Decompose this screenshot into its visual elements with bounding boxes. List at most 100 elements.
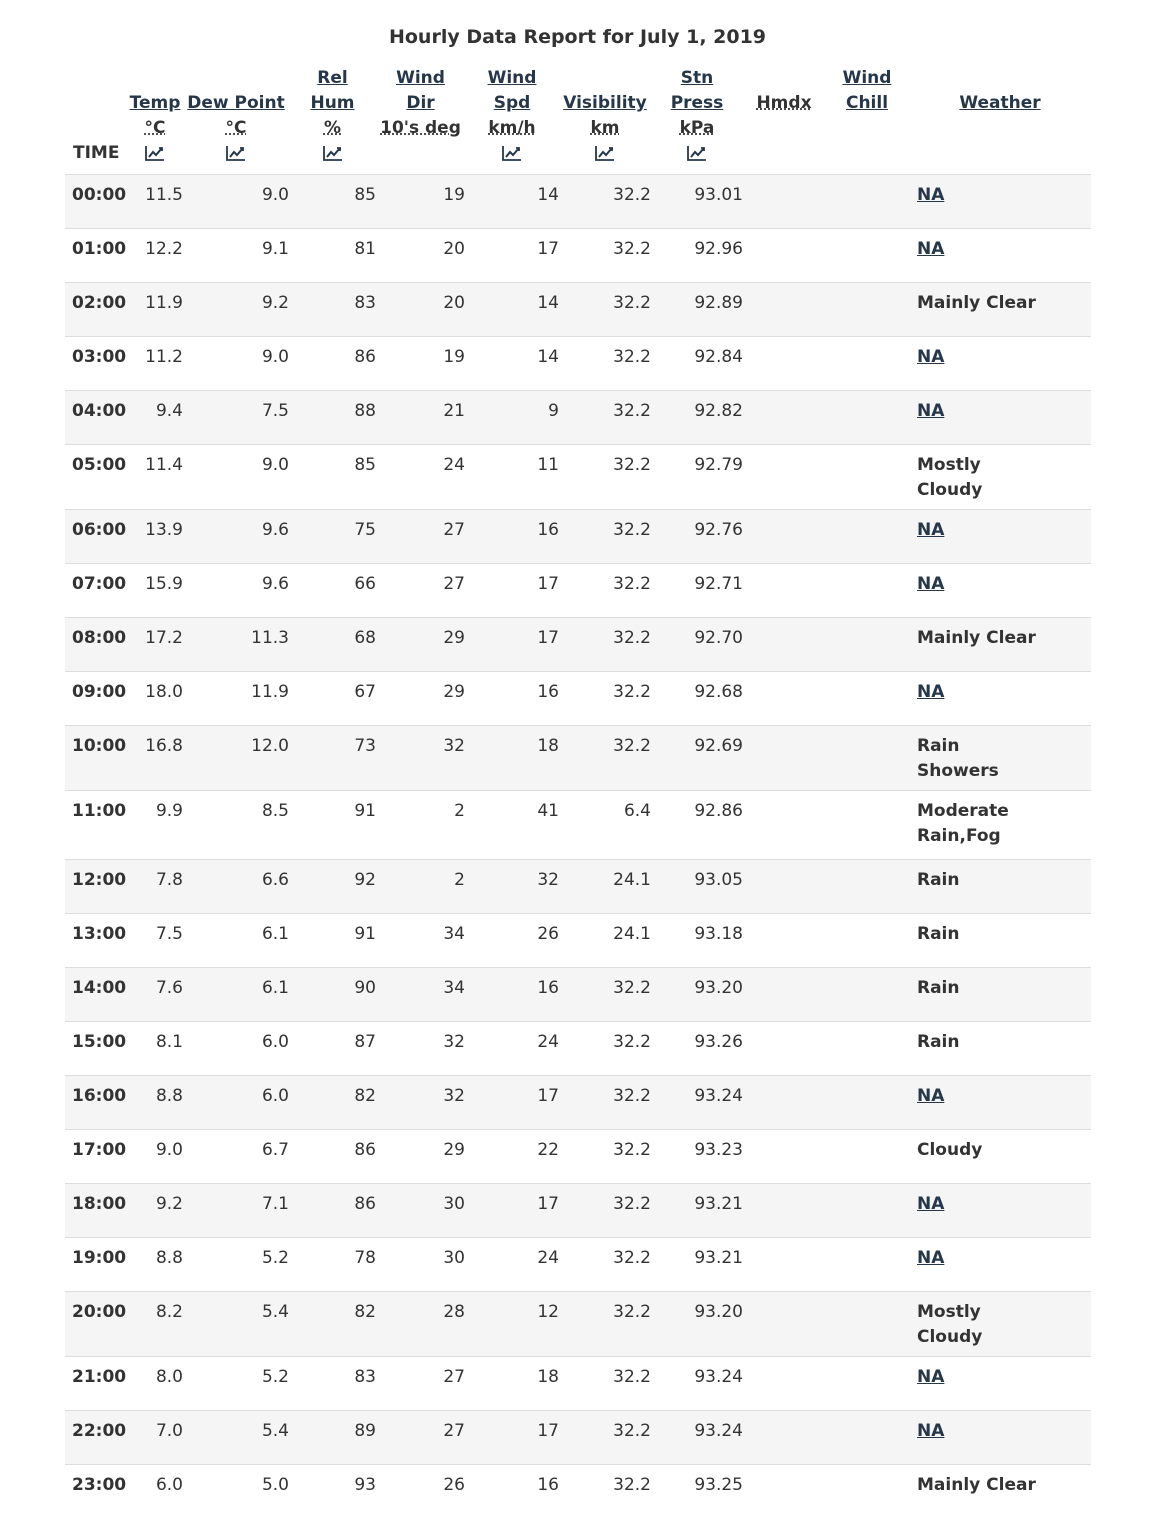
- wind-spd-cell: 14: [465, 283, 559, 337]
- visibility-header-link[interactable]: Visibility: [559, 91, 651, 116]
- dew-point-cell: 7.5: [183, 391, 289, 445]
- weather-na-link[interactable]: NA: [917, 347, 944, 367]
- rel-hum-cell: 92: [289, 860, 376, 914]
- rel-hum-cell: 73: [289, 726, 376, 791]
- wind-spd-header-link-1[interactable]: Wind: [465, 66, 559, 91]
- wind-spd-cell: 16: [465, 968, 559, 1022]
- col-header-wind-chill: Wind Chill: [825, 66, 909, 175]
- wind-dir-unit: 10's deg: [376, 116, 465, 141]
- wind-dir-cell: 29: [376, 672, 465, 726]
- hmdx-cell: [743, 1022, 825, 1076]
- hmdx-cell: [743, 283, 825, 337]
- weather-na-link[interactable]: NA: [917, 1367, 944, 1387]
- weather-cell: NA: [909, 1411, 1091, 1465]
- table-header-row: TIME Temp °C Dew Point °C Rel Hum %: [65, 66, 1091, 175]
- weather-cell: NA: [909, 1357, 1091, 1411]
- wind-chill-cell: [825, 1465, 909, 1518]
- weather-na-link[interactable]: NA: [917, 401, 944, 421]
- weather-text: Rain Showers: [917, 734, 1047, 784]
- stn-press-cell: 92.70: [651, 618, 743, 672]
- dew-point-cell: 9.6: [183, 564, 289, 618]
- hmdx-cell: [743, 791, 825, 860]
- stn-press-header-link-2[interactable]: Press: [651, 91, 743, 116]
- stn-press-cell: 93.20: [651, 968, 743, 1022]
- hmdx-cell: [743, 1130, 825, 1184]
- hmdx-cell: [743, 1411, 825, 1465]
- weather-cell: Moderate Rain,Fog: [909, 791, 1091, 860]
- dew-point-cell: 6.0: [183, 1076, 289, 1130]
- visibility-cell: 32.2: [559, 1076, 651, 1130]
- temp-cell: 9.2: [127, 1184, 183, 1238]
- wind-dir-header-link-2[interactable]: Dir: [376, 91, 465, 116]
- dew-point-cell: 6.1: [183, 968, 289, 1022]
- table-row: 00:0011.59.085191432.293.01NA: [65, 175, 1091, 229]
- wind-chill-header-link-1[interactable]: Wind: [825, 66, 909, 91]
- temp-cell: 7.6: [127, 968, 183, 1022]
- weather-cell: NA: [909, 1076, 1091, 1130]
- temp-header-link[interactable]: Temp: [127, 91, 183, 116]
- rel-hum-line-chart-icon[interactable]: [289, 141, 376, 166]
- weather-na-link[interactable]: NA: [917, 1086, 944, 1106]
- weather-na-link[interactable]: NA: [917, 1421, 944, 1441]
- weather-cell: Mainly Clear: [909, 283, 1091, 337]
- rel-hum-cell: 88: [289, 391, 376, 445]
- time-cell: 23:00: [65, 1465, 127, 1518]
- stn-press-header-link-1[interactable]: Stn: [651, 66, 743, 91]
- wind-spd-cell: 14: [465, 175, 559, 229]
- visibility-cell: 32.2: [559, 229, 651, 283]
- temp-cell: 8.8: [127, 1238, 183, 1292]
- weather-na-link[interactable]: NA: [917, 574, 944, 594]
- wind-chill-header-link-2[interactable]: Chill: [825, 91, 909, 116]
- stn-press-line-chart-icon[interactable]: [651, 141, 743, 166]
- wind-dir-icon-spacer: [376, 141, 465, 166]
- visibility-cell: 32.2: [559, 564, 651, 618]
- table-row: 04:009.47.58821932.292.82NA: [65, 391, 1091, 445]
- weather-na-link[interactable]: NA: [917, 185, 944, 205]
- wind-spd-line-chart-icon[interactable]: [465, 141, 559, 166]
- weather-na-link[interactable]: NA: [917, 1248, 944, 1268]
- wind-chill-cell: [825, 1022, 909, 1076]
- dew-point-line-chart-icon[interactable]: [183, 141, 289, 166]
- wind-dir-cell: 32: [376, 1022, 465, 1076]
- visibility-line-chart-icon[interactable]: [559, 141, 651, 166]
- weather-na-link[interactable]: NA: [917, 520, 944, 540]
- weather-na-link[interactable]: NA: [917, 239, 944, 259]
- dew-point-header-link[interactable]: Dew Point: [183, 91, 289, 116]
- hmdx-cell: [743, 968, 825, 1022]
- wind-spd-unit: km/h: [465, 116, 559, 141]
- dew-point-cell: 9.1: [183, 229, 289, 283]
- dew-point-cell: 6.7: [183, 1130, 289, 1184]
- stn-press-cell: 93.24: [651, 1076, 743, 1130]
- time-cell: 10:00: [65, 726, 127, 791]
- time-cell: 01:00: [65, 229, 127, 283]
- weather-na-link[interactable]: NA: [917, 1194, 944, 1214]
- visibility-cell: 24.1: [559, 914, 651, 968]
- stn-press-cell: 93.24: [651, 1357, 743, 1411]
- stn-press-unit: kPa: [651, 116, 743, 141]
- weather-na-link[interactable]: NA: [917, 682, 944, 702]
- wind-chill-cell: [825, 1130, 909, 1184]
- dew-point-cell: 5.4: [183, 1292, 289, 1357]
- stn-press-cell: 93.25: [651, 1465, 743, 1518]
- wind-dir-cell: 30: [376, 1184, 465, 1238]
- time-cell: 08:00: [65, 618, 127, 672]
- wind-dir-header-link-1[interactable]: Wind: [376, 66, 465, 91]
- rel-hum-header-link-2[interactable]: Hum: [289, 91, 376, 116]
- table-row: 09:0018.011.967291632.292.68NA: [65, 672, 1091, 726]
- temp-line-chart-icon[interactable]: [127, 141, 183, 166]
- time-cell: 13:00: [65, 914, 127, 968]
- wind-spd-cell: 14: [465, 337, 559, 391]
- wind-spd-header-link-2[interactable]: Spd: [465, 91, 559, 116]
- hmdx-cell: [743, 726, 825, 791]
- visibility-cell: 32.2: [559, 391, 651, 445]
- temp-cell: 8.1: [127, 1022, 183, 1076]
- weather-header-link[interactable]: Weather: [909, 91, 1091, 116]
- rel-hum-header-link-1[interactable]: Rel: [289, 66, 376, 91]
- time-cell: 03:00: [65, 337, 127, 391]
- temp-cell: 8.2: [127, 1292, 183, 1357]
- table-row: 07:0015.99.666271732.292.71NA: [65, 564, 1091, 618]
- col-header-wind-dir: Wind Dir 10's deg: [376, 66, 465, 175]
- temp-cell: 11.9: [127, 283, 183, 337]
- time-cell: 02:00: [65, 283, 127, 337]
- stn-press-cell: 93.23: [651, 1130, 743, 1184]
